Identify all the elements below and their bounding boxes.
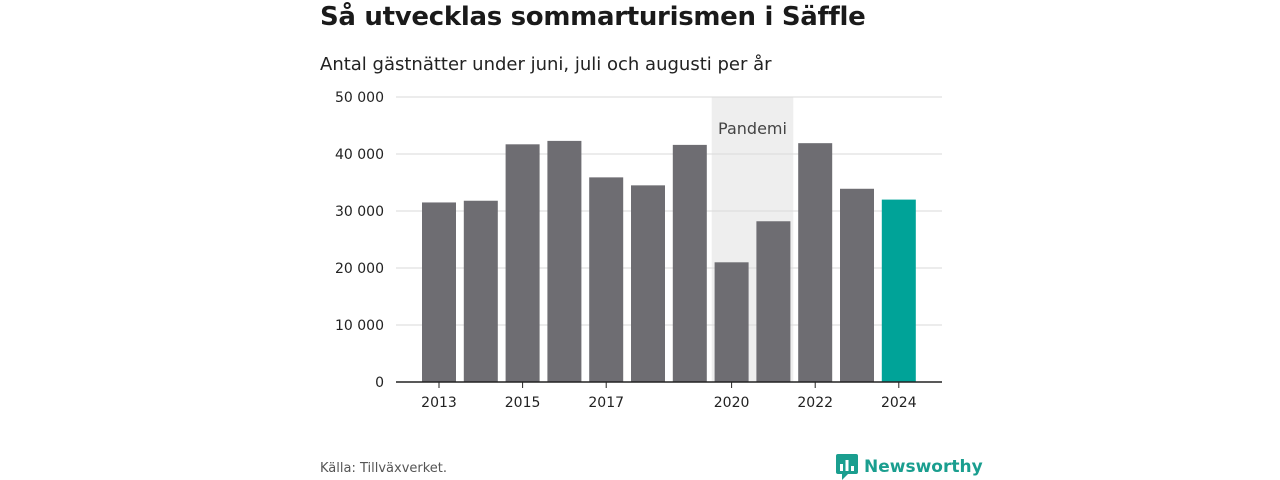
x-tick-label: 2013 xyxy=(421,395,457,411)
bar-2013 xyxy=(422,202,456,382)
x-tick-label: 2024 xyxy=(881,395,917,411)
y-tick-label: 40 000 xyxy=(335,147,384,163)
chart-title: Så utvecklas sommarturismen i Säffle xyxy=(320,2,866,32)
bar-2016 xyxy=(547,140,582,382)
bar-2014 xyxy=(463,200,498,382)
x-tick-label: 2017 xyxy=(588,395,624,411)
chart-bubble-icon xyxy=(836,454,858,480)
bar-2019 xyxy=(672,144,707,382)
bar-2015 xyxy=(505,144,540,382)
y-tick-label: 10 000 xyxy=(335,318,384,334)
bar-2022 xyxy=(798,143,833,382)
y-tick-label: 0 xyxy=(375,375,384,391)
source-note: Källa: Tillväxverket. xyxy=(320,461,448,476)
y-tick-label: 50 000 xyxy=(335,90,384,106)
x-tick-label: 2015 xyxy=(505,395,541,411)
bar-2021 xyxy=(756,221,791,382)
bar-2023 xyxy=(840,188,874,382)
x-tick-label: 2020 xyxy=(714,395,750,411)
bar-2020 xyxy=(714,262,749,382)
y-tick-label: 20 000 xyxy=(335,261,384,277)
chart-subtitle: Antal gästnätter under juni, juli och au… xyxy=(320,54,772,75)
newsworthy-logo[interactable]: Newsworthy xyxy=(836,454,983,480)
bar-2024 xyxy=(881,199,916,382)
bar-2017 xyxy=(589,177,624,382)
brand-name: Newsworthy xyxy=(864,457,983,477)
pandemic-label: Pandemi xyxy=(718,119,787,138)
x-tick-label: 2022 xyxy=(797,395,833,411)
y-tick-label: 30 000 xyxy=(335,204,384,220)
bar-2018 xyxy=(631,185,665,382)
